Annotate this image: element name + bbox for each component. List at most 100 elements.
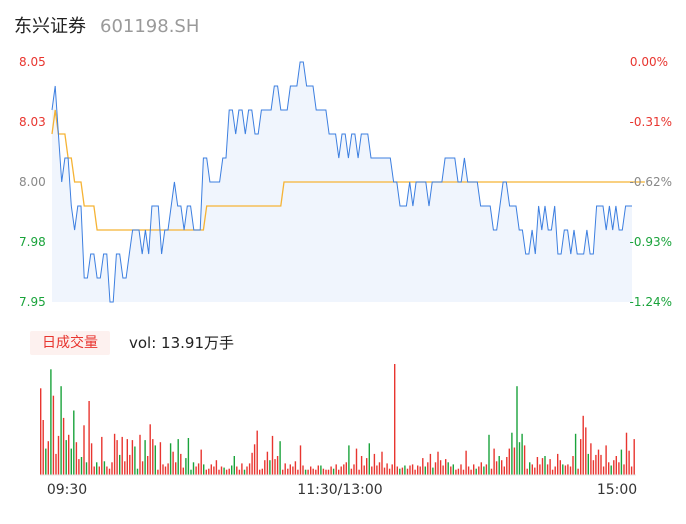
volume-bar xyxy=(498,456,500,475)
volume-bar xyxy=(429,453,432,475)
volume-bar xyxy=(231,465,233,475)
volume-bar xyxy=(546,464,549,475)
volume-bar xyxy=(78,459,80,475)
volume-bar xyxy=(343,464,345,475)
volume-bar xyxy=(417,465,419,475)
volume-bar xyxy=(536,457,539,475)
y-tick-left-0: 8.05 xyxy=(19,55,46,69)
volume-bar xyxy=(60,386,62,475)
volume-bar xyxy=(473,464,475,475)
volume-bar xyxy=(98,466,100,475)
volume-bar xyxy=(182,467,184,475)
volume-bar xyxy=(394,364,396,475)
volume-bar xyxy=(253,444,256,475)
volume-bar xyxy=(478,466,480,475)
volume-bar xyxy=(322,468,325,475)
y-tick-left-1: 8.03 xyxy=(19,115,46,129)
volume-bar xyxy=(312,468,314,475)
volume-bar xyxy=(330,466,332,475)
volume-bar xyxy=(192,462,195,475)
volume-bar xyxy=(45,448,47,475)
stock-code: 601198.SH xyxy=(100,16,200,37)
volume-bar xyxy=(485,464,488,475)
volume-bar xyxy=(233,456,235,475)
volume-bar xyxy=(541,458,544,475)
volume-bar xyxy=(618,462,620,475)
x-tick-2: 15:00 xyxy=(597,482,637,498)
volume-bar xyxy=(391,464,393,475)
volume-bar xyxy=(597,449,600,475)
volume-bar xyxy=(228,468,230,475)
volume-bar xyxy=(119,454,121,475)
y-tick-left-4: 7.95 xyxy=(19,295,46,309)
volume-bar xyxy=(131,440,134,475)
volume-bar xyxy=(134,446,136,475)
volume-bar xyxy=(124,461,126,475)
volume-bar xyxy=(195,466,197,475)
volume-badge[interactable]: 日成交量 xyxy=(30,331,110,355)
volume-bar xyxy=(404,465,406,475)
volume-bar xyxy=(623,464,625,475)
volume-bar xyxy=(141,461,144,475)
volume-bar xyxy=(381,451,383,475)
volume-bar xyxy=(585,427,587,475)
volume-bar xyxy=(57,435,60,475)
volume-bar xyxy=(475,468,477,475)
volume-bar xyxy=(554,466,556,475)
volume-bar xyxy=(399,468,401,475)
volume-bar xyxy=(55,453,57,475)
volume-bar xyxy=(162,464,164,475)
y-tick-left-2: 8.00 xyxy=(19,175,46,189)
volume-bar xyxy=(136,468,139,475)
volume-bar xyxy=(493,448,495,475)
volume-bar xyxy=(116,440,118,475)
volume-bar xyxy=(47,441,49,475)
volume-bar xyxy=(236,466,238,475)
volume-bar xyxy=(121,436,123,475)
volume-bar xyxy=(40,388,42,475)
volume-bar xyxy=(299,445,302,475)
volume-bar xyxy=(42,420,44,475)
volume-bar xyxy=(279,441,281,475)
volume-bar xyxy=(225,469,228,475)
volume-bar xyxy=(348,445,350,475)
volume-bar xyxy=(439,460,442,475)
volume-bar xyxy=(424,466,426,475)
volume-bar xyxy=(580,439,582,475)
volume-bar xyxy=(187,438,190,475)
volume-bar xyxy=(531,464,533,475)
y-tick-right-3: -0.93% xyxy=(630,235,672,249)
volume-bar xyxy=(164,466,167,475)
volume-bar xyxy=(213,466,215,475)
volume-bar xyxy=(506,457,508,475)
volume-bar xyxy=(103,461,106,475)
volume-bar xyxy=(434,462,437,475)
volume-bar xyxy=(80,457,83,475)
volume-bar xyxy=(355,448,358,475)
volume-readout: vol: 13.91万手 xyxy=(129,334,234,352)
volume-bar xyxy=(307,469,309,475)
volume-bar xyxy=(592,460,595,475)
volume-bar xyxy=(544,456,546,475)
volume-bar xyxy=(483,466,485,475)
volume-bar xyxy=(180,453,182,475)
volume-bar xyxy=(488,434,490,475)
volume-bar xyxy=(332,468,335,475)
volume-bar xyxy=(455,469,457,475)
volume-bar xyxy=(608,462,610,475)
volume-bar xyxy=(50,369,52,475)
volume-bar xyxy=(190,469,192,475)
volume-bar xyxy=(427,462,429,475)
volume-bar xyxy=(605,445,607,475)
volume-bar xyxy=(511,432,513,475)
y-tick-right-1: -0.31% xyxy=(630,115,672,129)
y-tick-right-4: -1.24% xyxy=(630,295,672,309)
volume-bar xyxy=(460,464,462,475)
volume-bar xyxy=(396,466,398,475)
volume-bar xyxy=(366,458,368,475)
volume-bar xyxy=(452,464,454,475)
volume-bars xyxy=(40,364,635,475)
volume-bar xyxy=(320,465,322,475)
volume-bar xyxy=(154,445,156,475)
